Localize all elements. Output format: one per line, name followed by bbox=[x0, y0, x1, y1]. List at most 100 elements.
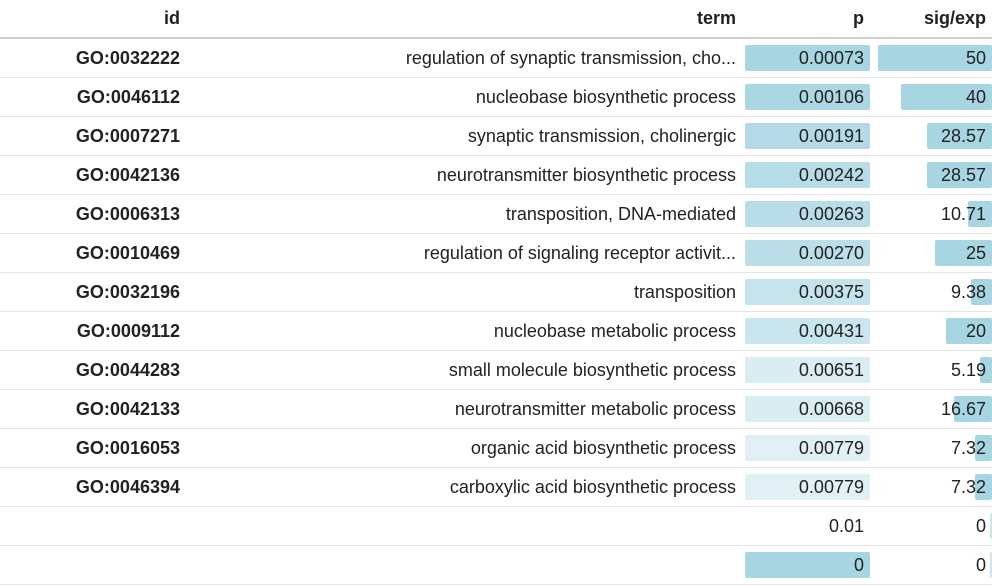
p-value: 0.00375 bbox=[798, 281, 864, 302]
sig-bar-track bbox=[878, 513, 992, 539]
table-body: GO:0032222 regulation of synaptic transm… bbox=[0, 39, 992, 585]
sig-exp-bar bbox=[975, 435, 992, 461]
p-value-bar bbox=[745, 45, 870, 71]
go-id: GO:0007271 bbox=[75, 125, 180, 146]
p-value-bar bbox=[745, 318, 870, 344]
column-header-p-label: p bbox=[853, 8, 864, 28]
table-row: GO:0046112 nucleobase biosynthetic proce… bbox=[0, 78, 992, 117]
sig-exp-bar bbox=[926, 123, 992, 149]
go-id bbox=[0, 507, 182, 545]
go-id: GO:0042136 bbox=[75, 164, 180, 185]
table-row: GO:0042133 neurotransmitter metabolic pr… bbox=[0, 390, 992, 429]
p-bar-track bbox=[745, 396, 870, 422]
p-value-bar bbox=[745, 123, 870, 149]
p-value-bar bbox=[745, 201, 870, 227]
p-bar-track bbox=[745, 357, 870, 383]
go-term bbox=[200, 507, 739, 545]
table-header: id term p sig/exp bbox=[0, 0, 992, 39]
p-value-bar bbox=[745, 552, 870, 578]
table-row: GO:0006313 transposition, DNA-mediated 0… bbox=[0, 195, 992, 234]
sig-exp-value: 16.67 bbox=[940, 398, 986, 419]
go-term: regulation of synaptic transmission, cho… bbox=[405, 47, 736, 68]
table-row: GO:0032196 transposition 0.00375 9.38 bbox=[0, 273, 992, 312]
go-id bbox=[0, 546, 182, 584]
sig-exp-value: 25 bbox=[965, 242, 986, 263]
sig-exp-bar bbox=[926, 162, 992, 188]
sig-exp-value: 50 bbox=[965, 47, 986, 68]
p-value: 0.00668 bbox=[798, 398, 864, 419]
sig-bar-track bbox=[878, 279, 992, 305]
sig-exp-cell: 10.71 bbox=[878, 195, 992, 233]
sig-bar-track bbox=[878, 357, 992, 383]
go-id: GO:0042133 bbox=[75, 398, 180, 419]
go-id: GO:0009112 bbox=[76, 320, 180, 341]
column-header-term[interactable]: term bbox=[696, 8, 736, 28]
p-value-cell: 0.00375 bbox=[745, 273, 870, 311]
p-value-bar bbox=[745, 474, 870, 500]
sig-bar-track bbox=[878, 162, 992, 188]
sig-exp-bar bbox=[954, 396, 992, 422]
go-term: organic acid biosynthetic process bbox=[470, 437, 736, 458]
sig-bar-track bbox=[878, 552, 992, 578]
table-row: GO:0016053 organic acid biosynthetic pro… bbox=[0, 429, 992, 468]
sig-exp-cell: 5.19 bbox=[878, 351, 992, 389]
p-value-bar bbox=[745, 279, 870, 305]
column-header-sig-exp-label: sig/exp bbox=[923, 8, 986, 28]
p-bar-track bbox=[745, 123, 870, 149]
go-id: GO:0006313 bbox=[75, 203, 180, 224]
table-row: 0 0 bbox=[0, 546, 992, 585]
sig-exp-cell: 28.57 bbox=[878, 156, 992, 194]
sig-exp-value: 7.32 bbox=[950, 476, 986, 497]
go-id: GO:0032222 bbox=[75, 47, 180, 68]
sig-exp-value: 28.57 bbox=[940, 164, 986, 185]
sig-exp-value: 20 bbox=[965, 320, 986, 341]
p-value-bar bbox=[745, 84, 870, 110]
p-value-cell: 0.00106 bbox=[745, 78, 870, 116]
p-bar-track bbox=[745, 45, 870, 71]
p-value: 0.00270 bbox=[798, 242, 864, 263]
p-value: 0 bbox=[853, 554, 864, 575]
p-value-cell: 0.00651 bbox=[745, 351, 870, 389]
sig-bar-track bbox=[878, 474, 992, 500]
go-id: GO:0046394 bbox=[75, 476, 180, 497]
p-value: 0.01 bbox=[828, 515, 864, 536]
sig-exp-value: 0 bbox=[975, 554, 986, 575]
column-header-id[interactable]: id bbox=[164, 8, 180, 28]
sig-bar-track bbox=[878, 84, 992, 110]
go-id: GO:0032196 bbox=[75, 281, 180, 302]
table-row: GO:0009112 nucleobase metabolic process … bbox=[0, 312, 992, 351]
table-row: GO:0046394 carboxylic acid biosynthetic … bbox=[0, 468, 992, 507]
go-id: GO:0044283 bbox=[75, 359, 180, 380]
p-value: 0.00191 bbox=[798, 125, 864, 146]
p-bar-track bbox=[745, 318, 870, 344]
column-header-sig-exp[interactable]: sig/exp bbox=[878, 0, 992, 37]
sig-exp-bar bbox=[878, 45, 992, 71]
go-term: neurotransmitter metabolic process bbox=[454, 398, 736, 419]
go-term: synaptic transmission, cholinergic bbox=[467, 125, 736, 146]
sig-exp-cell: 7.32 bbox=[878, 429, 992, 467]
go-id: GO:0010469 bbox=[75, 242, 180, 263]
p-value-bar bbox=[745, 396, 870, 422]
sig-exp-cell: 50 bbox=[878, 39, 992, 77]
sig-exp-bar bbox=[990, 513, 992, 539]
sig-bar-track bbox=[878, 201, 992, 227]
go-term: transposition, DNA-mediated bbox=[505, 203, 736, 224]
go-term: neurotransmitter biosynthetic process bbox=[436, 164, 736, 185]
go-term: nucleobase metabolic process bbox=[493, 320, 736, 341]
column-header-p[interactable]: p bbox=[745, 0, 870, 37]
p-value-cell: 0.00779 bbox=[745, 429, 870, 467]
sig-exp-bar bbox=[990, 552, 992, 578]
p-value: 0.00779 bbox=[798, 476, 864, 497]
go-id: GO:0016053 bbox=[75, 437, 180, 458]
p-value: 0.00263 bbox=[798, 203, 864, 224]
sig-exp-cell: 9.38 bbox=[878, 273, 992, 311]
p-bar-track bbox=[745, 84, 870, 110]
go-term: transposition bbox=[633, 281, 736, 302]
sig-exp-bar bbox=[946, 318, 992, 344]
sig-exp-value: 10.71 bbox=[940, 203, 986, 224]
go-term: regulation of signaling receptor activit… bbox=[423, 242, 736, 263]
sig-bar-track bbox=[878, 240, 992, 266]
sig-exp-bar bbox=[970, 279, 992, 305]
p-bar-track bbox=[745, 552, 870, 578]
